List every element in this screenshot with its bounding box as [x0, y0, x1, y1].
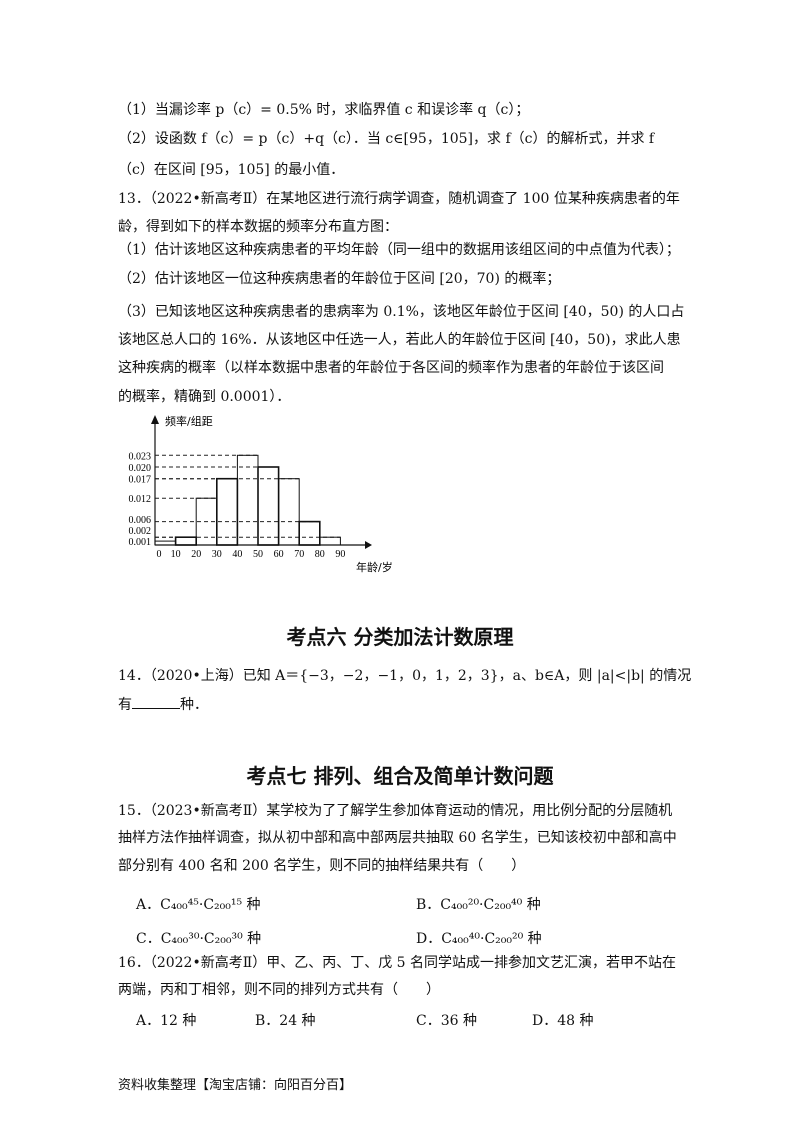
q13-part3-3: 这种疾病的概率（以样本数据中患者的年龄位于各区间的频率作为患者的年龄位于该区间	[118, 360, 664, 376]
x-tick-label: 80	[315, 549, 325, 560]
q14-line2: 有 种．	[118, 696, 208, 714]
y-tick-label: 0.002	[129, 526, 152, 537]
x-tick-label: 50	[253, 549, 263, 560]
histogram-bar	[216, 477, 239, 546]
q16-option-c[interactable]: C．36 种	[416, 1013, 477, 1029]
histogram-bar	[298, 520, 321, 546]
y-tick-label: 0.020	[129, 463, 152, 474]
q15-option-c[interactable]: C．C₄₀₀³⁰·C₂₀₀³⁰ 种	[136, 931, 262, 947]
x-tick-label: 70	[294, 549, 304, 560]
y-axis-label: 频率/组距	[165, 414, 213, 428]
x-axis-arrow-icon	[365, 541, 372, 549]
q14-line2-pre: 有	[118, 697, 132, 713]
histogram-bar	[174, 536, 197, 546]
answer-blank[interactable]	[132, 696, 180, 709]
y-tick-label: 0.012	[129, 494, 152, 505]
x-tick-label: 90	[335, 549, 345, 560]
x-tick-label: 60	[274, 549, 284, 560]
q16-option-b[interactable]: B．24 种	[255, 1013, 316, 1029]
q16-stem-2: 两端，丙和丁相邻，则不同的排列方式共有（ ）	[118, 982, 440, 998]
q15-option-a[interactable]: A．C₄₀₀⁴⁵·C₂₀₀¹⁵ 种	[136, 897, 261, 913]
q14-line1: 14．（2020•上海）已知 A＝{−3，−2，−1，0，1，2，3}，a、b∈…	[118, 668, 692, 684]
q13-stem-2: 龄，得到如下的样本数据的频率分布直方图：	[118, 219, 398, 235]
q12-part2-cont: （c）在区间 [95，105] 的最小值．	[118, 162, 345, 178]
y-tick-label: 0.001	[129, 537, 152, 548]
histogram-bar	[278, 478, 300, 546]
y-tick-label: 0.006	[129, 515, 152, 526]
q16-option-d[interactable]: D．48 种	[532, 1013, 594, 1029]
histogram-bar	[236, 454, 259, 546]
x-tick-label: 40	[232, 549, 242, 560]
y-axis-arrow-icon	[151, 415, 159, 424]
q15-stem-3: 部分别有 400 名和 200 名学生，则不同的抽样结果共有（ ）	[118, 858, 526, 874]
q13-part3-1: （3）已知该地区这种疾病患者的患病率为 0.1%，该地区年龄位于区间 [40，5…	[118, 304, 685, 320]
x-tick-label: 20	[191, 549, 201, 560]
q14-line2-post: 种．	[180, 697, 208, 713]
q16-stem-1: 16．（2022•新高考Ⅱ）甲、乙、丙、丁、戊 5 名同学站成一排参加文艺汇演，…	[118, 955, 677, 971]
y-tick-label: 0.023	[129, 451, 152, 462]
footer-note: 资料收集整理【淘宝店铺：向阳百分百】	[118, 1078, 353, 1093]
x-tick-label: 30	[212, 549, 222, 560]
section-6-heading: 考点六 分类加法计数原理	[286, 625, 514, 649]
x-axis-label: 年龄/岁	[356, 560, 393, 574]
q13-part3-2: 该地区总人口的 16%．从该地区中任选一人，若此人的年龄位于区间 [40，50)…	[118, 332, 681, 348]
q13-stem-1: 13．（2022•新高考Ⅱ）在某地区进行流行病学调查，随机调查了 100 位某种…	[118, 191, 680, 207]
x-tick-label: 0	[157, 549, 162, 560]
y-tick-label: 0.017	[129, 475, 152, 486]
section-7-heading: 考点七 排列、组合及简单计数问题	[246, 764, 554, 788]
q13-part1: （1）估计该地区这种疾病患者的平均年龄（同一组中的数据用该组区间的中点值为代表）…	[118, 242, 680, 258]
q13-part3-4: 的概率，精确到 0.0001）．	[118, 389, 291, 405]
x-tick-label: 10	[171, 549, 181, 560]
histogram-bar	[319, 536, 341, 546]
q15-stem-2: 抽样方法作抽样调查，拟从初中部和高中部两层共抽取 60 名学生，已知该校初中部和…	[118, 830, 677, 846]
q16-option-a[interactable]: A．12 种	[136, 1013, 197, 1029]
q15-stem-1: 15．（2023•新高考Ⅱ）某学校为了了解学生参加体育运动的情况，用比例分配的分…	[118, 803, 673, 819]
q13-part2: （2）估计该地区一位这种疾病患者的年龄位于区间 [20，70) 的概率；	[118, 271, 561, 287]
q12-part1: （1）当漏诊率 p（c）= 0.5% 时，求临界值 c 和误诊率 q（c）；	[118, 102, 530, 118]
q15-option-d[interactable]: D．C₄₀₀⁴⁰·C₂₀₀²⁰ 种	[416, 931, 542, 947]
q15-option-b[interactable]: B．C₄₀₀²⁰·C₂₀₀⁴⁰ 种	[416, 897, 541, 913]
q12-part2: （2）设函数 f（c）= p（c）+q（c）．当 c∈[95，105]，求 f（…	[118, 131, 655, 147]
